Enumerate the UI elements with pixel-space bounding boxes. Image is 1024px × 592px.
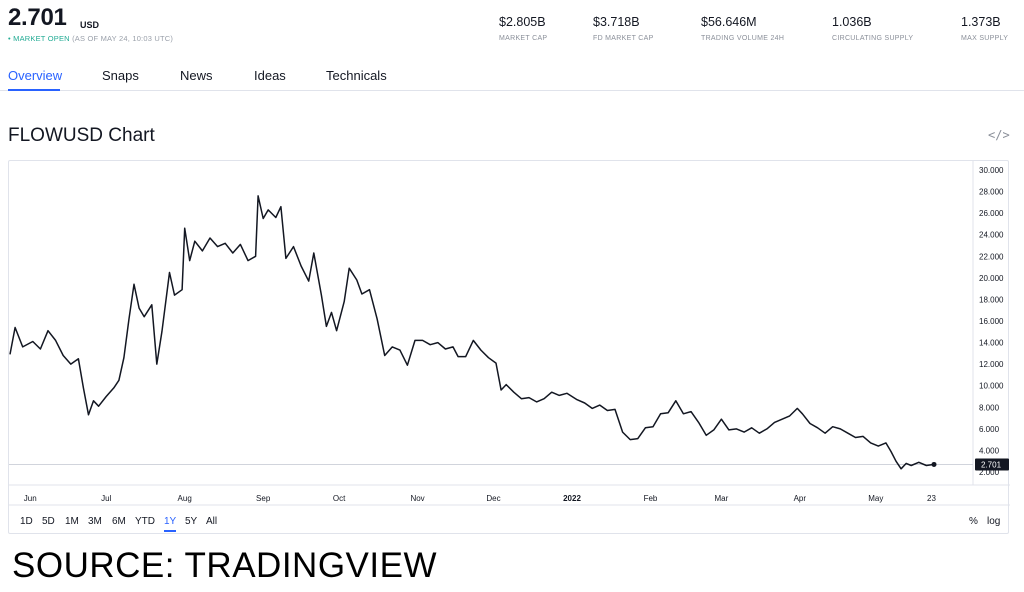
price-currency: USD <box>80 20 100 30</box>
percent-scale-toggle[interactable]: % <box>969 516 978 527</box>
tab-ideas[interactable]: Ideas <box>254 68 286 83</box>
stat-circulating-supply: 1.036B CIRCULATING SUPPLY <box>832 15 913 42</box>
range-1d[interactable]: 1D <box>20 516 33 527</box>
market-status: • MARKET OPEN (AS OF MAY 24, 10:03 UTC) <box>8 34 173 43</box>
x-tick-label: 23 <box>927 494 936 503</box>
y-tick-label: 16.000 <box>979 317 1004 326</box>
tab-technicals[interactable]: Technicals <box>326 68 387 83</box>
x-tick-label: Nov <box>410 494 424 503</box>
stat-label: MARKET CAP <box>499 35 548 42</box>
stat-value: $3.718B <box>593 15 640 29</box>
last-price-point <box>931 461 937 467</box>
y-tick-label: 30.000 <box>979 166 1004 175</box>
section-tabs: Overview Snaps News Ideas Technicals <box>0 60 1024 91</box>
y-tick-label: 8.000 <box>979 403 1000 412</box>
range-3m[interactable]: 3M <box>88 516 102 527</box>
range-all[interactable]: All <box>206 516 218 527</box>
x-tick-label: Sep <box>256 494 271 503</box>
y-tick-label: 10.000 <box>979 382 1004 391</box>
range-5d[interactable]: 5D <box>42 516 55 527</box>
stat-label: MAX SUPPLY <box>961 35 1009 42</box>
log-scale-toggle[interactable]: log <box>987 516 1001 527</box>
x-tick-label: Jul <box>101 494 111 503</box>
x-tick-label: 2022 <box>563 494 581 503</box>
as-of-timestamp: (AS OF MAY 24, 10:03 UTC) <box>72 34 174 43</box>
y-tick-label: 12.000 <box>979 360 1004 369</box>
stat-fd-market-cap: $3.718B FD MARKET CAP <box>593 15 654 42</box>
chart-container[interactable]: 30.000 28.000 26.000 24.000 22.000 20.000 18.0… <box>8 160 1010 535</box>
y-tick-label: 4.000 <box>979 446 1000 455</box>
x-tick-label: Jun <box>24 494 37 503</box>
x-tick-label: Dec <box>486 494 500 503</box>
stat-label: FD MARKET CAP <box>593 35 654 42</box>
y-tick-label: 22.000 <box>979 252 1004 261</box>
y-tick-label: 2.000 <box>979 468 1000 477</box>
tab-news[interactable]: News <box>180 68 213 83</box>
tab-snaps[interactable]: Snaps <box>102 68 139 83</box>
x-tick-label: Oct <box>333 494 346 503</box>
tab-overview[interactable]: Overview <box>8 68 63 83</box>
market-open-label: MARKET OPEN <box>13 34 70 43</box>
y-tick-label: 18.000 <box>979 295 1004 304</box>
stat-market-cap: $2.805B MARKET CAP <box>499 15 547 42</box>
stat-max-supply: 1.373B MAX SUPPLY <box>961 15 1008 42</box>
x-tick-label: Feb <box>644 494 658 503</box>
y-tick-label: 24.000 <box>979 231 1004 240</box>
y-tick-label: 20.000 <box>979 274 1004 283</box>
stat-value: 1.373B <box>961 15 1001 29</box>
stat-label: TRADING VOLUME 24H <box>701 35 785 42</box>
current-price: 2.701 <box>8 4 67 31</box>
range-1m[interactable]: 1M <box>65 516 79 527</box>
chart-title: FLOWUSD Chart <box>8 125 155 146</box>
source-caption: SOURCE: TRADINGVIEW <box>12 546 438 585</box>
range-1y[interactable]: 1Y <box>164 516 177 527</box>
x-tick-label: Apr <box>794 494 807 503</box>
stat-label: CIRCULATING SUPPLY <box>832 35 914 42</box>
range-ytd[interactable]: YTD <box>135 516 155 527</box>
stat-value: 1.036B <box>832 15 872 29</box>
x-tick-label: Aug <box>178 494 192 503</box>
x-tick-label: May <box>868 494 883 503</box>
active-tab-indicator <box>8 89 60 91</box>
last-price-badge <box>975 458 1009 471</box>
range-5y[interactable]: 5Y <box>185 516 198 527</box>
y-tick-label: 26.000 <box>979 209 1004 218</box>
symbol-header: 2.701 USD • MARKET OPEN (AS OF MAY 24, 1… <box>0 0 1024 58</box>
x-tick-label: Mar <box>714 494 728 503</box>
price-series-line <box>9 195 935 470</box>
price-chart[interactable]: 30.000 28.000 26.000 24.000 22.000 20.000 18.0… <box>9 161 1010 535</box>
stat-value: $56.646M <box>701 15 757 29</box>
y-tick-label: 28.000 <box>979 188 1004 197</box>
embed-code-icon[interactable]: </> <box>988 128 1010 142</box>
y-tick-label: 14.000 <box>979 339 1004 348</box>
active-range-indicator <box>164 530 176 532</box>
stat-trading-volume: $56.646M TRADING VOLUME 24H <box>701 15 784 42</box>
market-open-dot-icon: • <box>8 34 11 43</box>
last-price-badge-label: 2.701 <box>981 460 1002 469</box>
range-6m[interactable]: 6M <box>112 516 126 527</box>
stat-value: $2.805B <box>499 15 546 29</box>
y-tick-label: 6.000 <box>979 425 1000 434</box>
